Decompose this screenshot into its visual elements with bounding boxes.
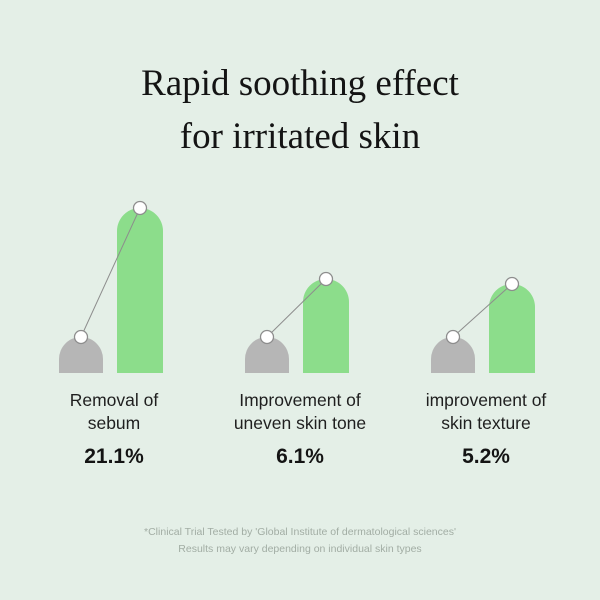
page-title-line1: Rapid soothing effect xyxy=(141,63,459,104)
group-label-line2: skin texture xyxy=(441,412,531,433)
bar-after xyxy=(303,279,349,374)
marker-circle-before xyxy=(73,329,89,345)
chart-group-sebum: Removal of sebum 21.1% xyxy=(29,187,199,469)
group-label: Removal of sebum xyxy=(70,389,159,435)
group-label: improvement of skin texture xyxy=(426,389,547,435)
bar-before xyxy=(59,337,103,374)
bar-chart-area: Removal of sebum 21.1% Improvement of un… xyxy=(0,187,600,469)
marker-circle-after xyxy=(504,276,520,292)
bar-after xyxy=(489,284,535,374)
group-value: 21.1% xyxy=(84,444,144,468)
footnote-line2: Results may vary depending on individual… xyxy=(178,543,422,556)
bar-after xyxy=(117,208,163,374)
chart-group-sebum-graphic xyxy=(59,200,163,374)
group-label-line2: uneven skin tone xyxy=(233,412,367,433)
footnote: *Clinical Trial Tested by 'Global Instit… xyxy=(0,524,600,558)
group-label-line1: Improvement of xyxy=(239,390,361,411)
marker-circle-after xyxy=(132,200,148,216)
group-label-line1: Removal of xyxy=(69,390,159,411)
connector-line xyxy=(452,283,513,338)
group-label: Improvement of uneven skin tone xyxy=(234,389,366,435)
group-value: 6.1% xyxy=(276,444,324,468)
chart-group-skin-tone-graphic xyxy=(245,271,349,374)
page-title-line2: for irritated skin xyxy=(179,115,421,157)
group-value: 5.2% xyxy=(462,444,510,468)
marker-circle-before xyxy=(259,329,275,345)
group-label-line1: improvement of xyxy=(425,390,547,411)
marker-circle-before xyxy=(445,329,461,345)
connector-line xyxy=(266,278,327,338)
marker-circle-after xyxy=(318,271,334,287)
bar-before xyxy=(245,337,289,374)
page-title: Rapid soothing effect for irritated skin xyxy=(0,0,600,163)
group-label-line2: sebum xyxy=(87,412,141,433)
connector-line xyxy=(80,207,141,338)
chart-group-skin-texture: improvement of skin texture 5.2% xyxy=(401,187,571,469)
bar-before xyxy=(431,337,475,374)
footnote-line1: *Clinical Trial Tested by 'Global Instit… xyxy=(144,526,456,539)
chart-group-skin-tone: Improvement of uneven skin tone 6.1% xyxy=(215,187,385,469)
chart-group-skin-texture-graphic xyxy=(431,276,535,374)
